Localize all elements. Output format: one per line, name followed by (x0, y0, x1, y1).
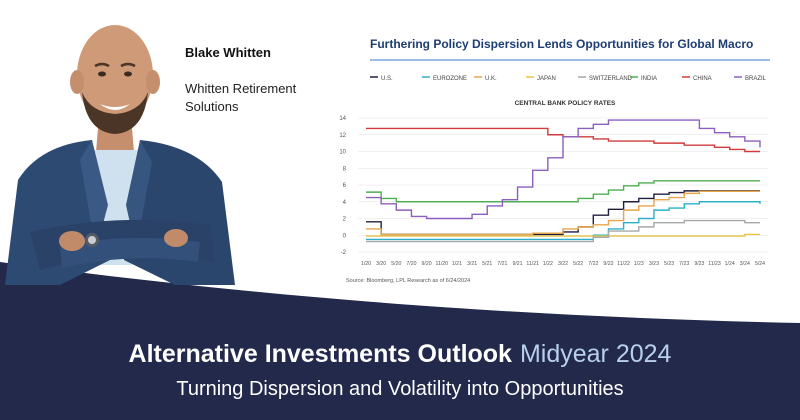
y-tick-label: 8 (343, 166, 347, 172)
y-tick-label: 6 (343, 183, 347, 189)
series-line (366, 127, 760, 153)
y-tick-label: 14 (339, 116, 346, 122)
x-tick-label: 11/23 (708, 261, 721, 267)
x-tick-label: 1/22 (543, 261, 553, 267)
legend-label: SWITZERLAND (589, 76, 633, 82)
legend-label: JAPAN (537, 76, 556, 82)
x-tick-label: 11/22 (617, 261, 630, 267)
x-tick-label: 5/24 (755, 261, 765, 267)
x-tick-label: 9/22 (603, 261, 613, 267)
x-tick-label: 3/20 (376, 261, 386, 267)
y-tick-label: -2 (341, 250, 347, 256)
x-tick-label: 11/21 (526, 261, 539, 267)
y-tick-label: 12 (339, 133, 346, 139)
x-tick-label: 7/23 (679, 261, 689, 267)
series-line (366, 190, 760, 236)
legend-label: INDIA (641, 76, 657, 82)
x-tick-label: 1/24 (725, 261, 735, 267)
x-tick-label: 3/24 (740, 261, 750, 267)
x-tick-label: 7/20 (406, 261, 416, 267)
subheadline: Turning Dispersion and Volatility into O… (176, 378, 624, 400)
legend-label: U.S. (381, 76, 393, 82)
chart-subtitle: CENTRAL BANK POLICY RATES (515, 100, 616, 107)
legend-label: U.K. (485, 76, 497, 82)
x-tick-label: 5/22 (573, 261, 583, 267)
x-tick-label: 7/21 (497, 261, 507, 267)
x-tick-label: 3/22 (558, 261, 568, 267)
x-tick-label: 9/20 (422, 261, 432, 267)
x-tick-label: 3/21 (467, 261, 477, 267)
series-line (366, 233, 760, 237)
series-line (366, 119, 761, 220)
legend-label: EUROZONE (433, 76, 467, 82)
x-tick-label: 1/23 (634, 261, 644, 267)
y-tick-label: 4 (343, 200, 347, 206)
x-tick-label: 7/22 (588, 261, 598, 267)
author-company: Whitten Retirement Solutions (185, 81, 297, 114)
series-line (366, 180, 760, 203)
headline-accent: Midyear 2024 (519, 340, 672, 368)
chart-source: Source: Bloomberg, LPL Research as of 6/… (346, 278, 470, 284)
x-tick-label: 5/20 (391, 261, 401, 267)
chart-canvas: U.S. EUROZONE U.K. JAPAN SWITZERLAND INDIA CHI… (339, 59, 770, 284)
y-tick-label: 10 (339, 150, 346, 156)
headline: Alternative Investments Outlook Midyear 2… (0, 340, 800, 369)
y-tick-label: 2 (343, 217, 347, 223)
x-tick-label: 3/23 (649, 261, 659, 267)
x-tick-label: 9/21 (512, 261, 522, 267)
policy-rates-chart: U.S. EUROZONE U.K. JAPAN SWITZERLAND INDIA CHI… (330, 30, 770, 290)
x-tick-label: 5/21 (482, 261, 492, 267)
series-line (366, 219, 760, 243)
x-tick-label: 9/23 (694, 261, 704, 267)
chart-title: Furthering Policy Dispersion Lends Oppor… (370, 37, 754, 51)
legend-label: CHINA (693, 76, 712, 82)
x-tick-label: 5/23 (664, 261, 674, 267)
author-name: Blake Whitten (185, 45, 271, 60)
headline-main: Alternative Investments Outlook (128, 340, 512, 368)
x-tick-label: 1/20 (361, 261, 371, 267)
x-tick-label: 11/20 (435, 261, 448, 267)
legend-label: BRAZIL (745, 76, 767, 82)
series-line (366, 190, 760, 236)
y-tick-label: 0 (343, 233, 347, 239)
x-tick-label: 1/21 (452, 261, 462, 267)
author-photo (5, 25, 235, 285)
